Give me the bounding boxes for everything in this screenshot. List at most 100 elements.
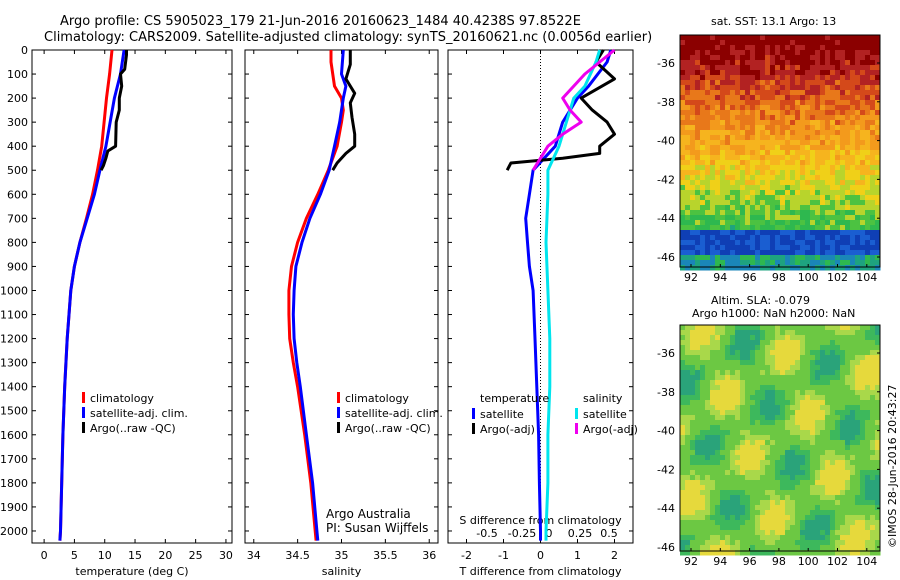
- sal-diff-tick-label: -0.25: [508, 527, 536, 540]
- salinity-xtick-label: 35.5: [373, 549, 398, 562]
- difference-xtick-label: 2: [611, 549, 618, 562]
- depth-tick-label: 1900: [0, 501, 28, 514]
- depth-tick-label: 1700: [0, 453, 28, 466]
- map-xtick-label: 102: [827, 555, 848, 568]
- depth-tick-label: 0: [21, 44, 28, 57]
- legend-swatch: [337, 392, 340, 403]
- map-xtick-label: 96: [743, 555, 757, 568]
- depth-tick-label: 1000: [0, 284, 28, 297]
- map-xtick-label: 98: [772, 271, 786, 284]
- legend-entry: Argo(-adj): [480, 423, 535, 436]
- depth-tick-label: 500: [7, 164, 28, 177]
- map-xtick-label: 104: [856, 271, 877, 284]
- series-satellite-adj-clim-: [291, 49, 348, 541]
- imos-watermark: ©IMOS 28-Jun-2016 20:43:27: [886, 384, 899, 548]
- depth-tick-label: 2000: [0, 525, 28, 538]
- temperature-xtick-label: 25: [189, 549, 203, 562]
- sla-map-title: Altim. SLA: -0.079: [711, 294, 811, 307]
- map-ytick-label: -46: [657, 251, 675, 264]
- sal-diff-tick-label: 0: [546, 527, 553, 540]
- series-argo-raw-qc-: [99, 50, 128, 171]
- depth-tick-label: 1100: [0, 309, 28, 322]
- temperature-axes-frame: [31, 49, 233, 544]
- legend-entry: satellite: [583, 408, 627, 421]
- sst-map: [680, 35, 881, 271]
- legend-entry: satellite-adj. clim.: [90, 407, 188, 420]
- map-xtick-label: 94: [713, 271, 727, 284]
- depth-tick-label: 1500: [0, 405, 28, 418]
- legend-swatch: [82, 392, 85, 403]
- temperature-xtick-label: 0: [41, 549, 48, 562]
- legend-swatch: [82, 407, 85, 418]
- legend-swatch: [337, 422, 340, 433]
- sst-map-frame: [679, 34, 881, 268]
- sst-map-title: sat. SST: 13.1 Argo: 13: [711, 15, 837, 28]
- map-ytick-label: -42: [657, 463, 675, 476]
- map-ytick-label: -46: [657, 541, 675, 554]
- depth-tick-label: 800: [7, 236, 28, 249]
- map-xtick-label: 96: [743, 271, 757, 284]
- map-xtick-label: 102: [827, 271, 848, 284]
- map-ytick-label: -40: [657, 135, 675, 148]
- temperature-xtick-label: 15: [128, 549, 142, 562]
- legend-entry: climatology: [90, 392, 154, 405]
- map-xtick-label: 100: [798, 271, 819, 284]
- depth-tick-label: 1800: [0, 477, 28, 490]
- salinity-xtick-label: 36: [422, 549, 436, 562]
- legend-entry: satellite-adj. clim.: [345, 407, 443, 420]
- legend-swatch: [575, 408, 578, 419]
- depth-tick-label: 1200: [0, 333, 28, 346]
- series-argo-raw-qc-: [331, 50, 357, 171]
- depth-tick-label: 100: [7, 68, 28, 81]
- legend-entry: Argo(..raw -QC): [90, 422, 176, 435]
- figure-title-line1: Argo profile: CS 5905023_179 21-Jun-2016…: [60, 14, 581, 29]
- map-ytick-label: -38: [657, 96, 675, 109]
- map-ytick-label: -40: [657, 425, 675, 438]
- map-xtick-label: 92: [684, 555, 698, 568]
- legend-title: temperature: [480, 392, 549, 405]
- temperature-xtick-label: 10: [98, 549, 112, 562]
- depth-tick-label: 1400: [0, 381, 28, 394]
- map-xtick-label: 100: [798, 555, 819, 568]
- depth-tick-label: 700: [7, 212, 28, 225]
- difference-xtick-label: -2: [461, 549, 472, 562]
- legend-entry: Argo(..raw -QC): [345, 422, 431, 435]
- depth-tick-label: 300: [7, 116, 28, 129]
- depth-tick-label: 200: [7, 92, 28, 105]
- legend-swatch: [337, 407, 340, 418]
- figure-title-line2: Climatology: CARS2009. Satellite-adjuste…: [44, 30, 653, 45]
- map-ytick-label: -44: [657, 212, 675, 225]
- difference-xlabel: T difference from climatology: [459, 565, 622, 578]
- series-t-argo-adj-: [505, 49, 616, 171]
- map-xtick-label: 98: [772, 555, 786, 568]
- legend-entry: climatology: [345, 392, 409, 405]
- credit-label: Argo Australia: [326, 507, 411, 521]
- salinity-xtick-label: 35: [335, 549, 349, 562]
- series-satellite-adj-clim-: [58, 49, 126, 541]
- legend-swatch: [575, 423, 578, 434]
- sal-diff-tick-label: 0.5: [600, 527, 618, 540]
- map-ytick-label: -38: [657, 386, 675, 399]
- series-climatology: [58, 49, 114, 541]
- difference-xtick-label: 1: [574, 549, 581, 562]
- difference-xtick-label: 0: [537, 549, 544, 562]
- temperature-xlabel: temperature (deg C): [75, 565, 188, 578]
- sal-diff-tick-label: 0.25: [568, 527, 593, 540]
- difference-xtick-label: -1: [498, 549, 509, 562]
- depth-tick-label: 400: [7, 140, 28, 153]
- temperature-xtick-label: 30: [219, 549, 233, 562]
- salinity-xlabel: salinity: [322, 565, 362, 578]
- map-ytick-label: -36: [657, 57, 675, 70]
- depth-tick-label: 900: [7, 260, 28, 273]
- sla-map-frame: [679, 324, 881, 552]
- depth-tick-label: 1300: [0, 357, 28, 370]
- salinity-xtick-label: 34: [247, 549, 261, 562]
- map-ytick-label: -36: [657, 347, 675, 360]
- depth-tick-label: 1600: [0, 429, 28, 442]
- depth-tick-label: 600: [7, 188, 28, 201]
- map-ytick-label: -44: [657, 502, 675, 515]
- legend-swatch: [472, 423, 475, 434]
- credit-pi: PI: Susan Wijffels: [326, 521, 429, 535]
- map-xtick-label: 94: [713, 555, 727, 568]
